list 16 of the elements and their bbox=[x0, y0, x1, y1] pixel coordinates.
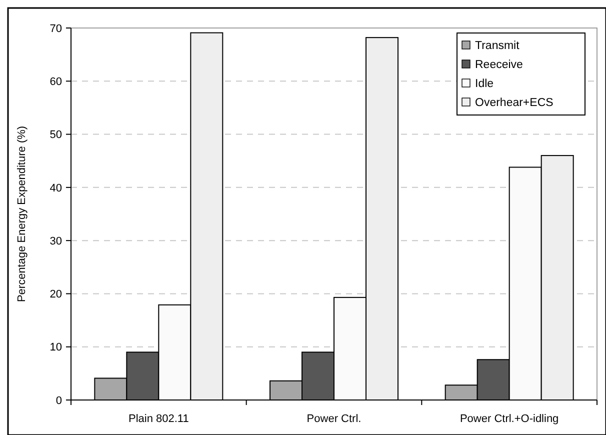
legend-label: Reeceive bbox=[475, 59, 523, 71]
y-axis-title: Percentage Energy Expenditure (%) bbox=[16, 126, 28, 302]
y-tick-label: 20 bbox=[50, 288, 62, 301]
y-tick-label: 30 bbox=[50, 235, 62, 248]
legend-label: Transmit bbox=[475, 40, 520, 52]
x-tick-label: Plain 802.11 bbox=[128, 413, 189, 425]
y-tick-label: 70 bbox=[50, 22, 62, 35]
y-tick-label: 40 bbox=[50, 182, 62, 194]
y-tick-label: 50 bbox=[50, 129, 62, 142]
y-tick-label: 0 bbox=[56, 394, 62, 407]
y-tick-label: 10 bbox=[50, 342, 62, 354]
y-tick-label: 60 bbox=[50, 76, 62, 88]
legend-label: Overhear+ECS bbox=[475, 97, 554, 109]
legend-label: Idle bbox=[475, 78, 494, 90]
x-tick-label: Power Ctrl.+O-idling bbox=[460, 413, 559, 425]
x-tick-label: Power Ctrl. bbox=[306, 413, 362, 425]
